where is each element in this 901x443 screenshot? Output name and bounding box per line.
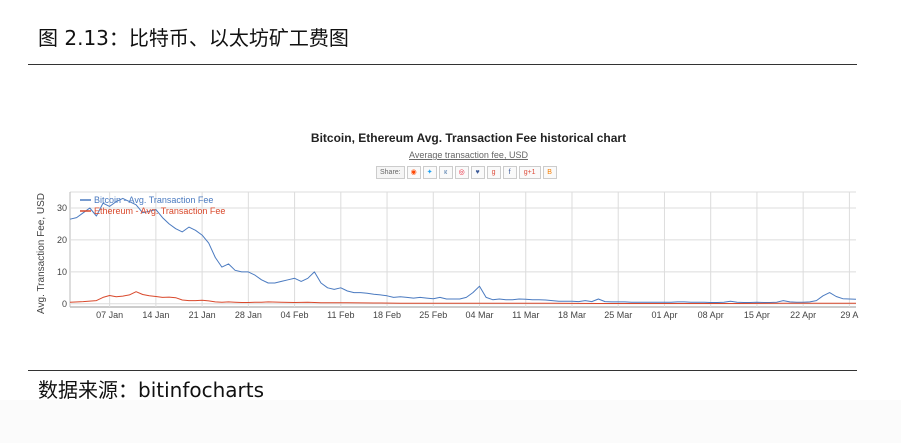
legend-label-bitcoin[interactable]: Bitcoin - Avg. Transaction Fee (94, 195, 213, 205)
x-tick-label: 07 Jan (96, 310, 123, 320)
weibo-icon[interactable]: ◎ (454, 166, 469, 179)
series-line-ethereum (69, 291, 856, 304)
x-tick-label: 21 Jan (189, 310, 216, 320)
source-rule (28, 370, 857, 371)
share-label: Share: (376, 166, 405, 179)
x-tick-label: 04 Feb (281, 310, 309, 320)
bottom-band (0, 400, 901, 443)
y-tick-label: 10 (57, 267, 67, 277)
legend-label-ethereum[interactable]: Ethereum - Avg. Transaction Fee (94, 206, 225, 216)
x-tick-label: 01 Apr (651, 310, 677, 320)
x-tick-label: 25 Feb (419, 310, 447, 320)
facebook-icon[interactable]: f (502, 166, 517, 179)
x-tick-label: 28 Jan (235, 310, 262, 320)
x-tick-label: 04 Mar (466, 310, 494, 320)
x-tick-label: 29 A (840, 310, 858, 320)
gplus-one-icon[interactable]: g+1 (518, 166, 541, 179)
x-tick-label: 15 Apr (744, 310, 770, 320)
y-tick-label: 30 (57, 203, 67, 213)
reddit-icon[interactable]: ◉ (406, 166, 421, 179)
chart-title: Bitcoin, Ethereum Avg. Transaction Fee h… (310, 131, 627, 145)
series-line-bitcoin (69, 197, 857, 303)
vk-icon[interactable]: к (438, 166, 453, 179)
x-tick-label: 18 Feb (373, 310, 401, 320)
like-icon[interactable]: ♥ (470, 166, 485, 179)
figure-title: 图 2.13：比特币、以太坊矿工费图 (38, 26, 349, 50)
x-tick-label: 14 Jan (142, 310, 169, 320)
source-note: 数据来源：bitinfocharts (38, 378, 265, 402)
x-tick-label: 11 Feb (327, 310, 354, 320)
x-tick-label: 11 Mar (512, 310, 539, 320)
x-tick-label: 08 Apr (698, 310, 724, 320)
share-bar: Share: ◉ ✦ к ◎ ♥ g f g+1 B (376, 166, 557, 179)
x-tick-label: 22 Apr (790, 310, 816, 320)
chart-subtitle: Average transaction fee, USD (409, 150, 528, 160)
blogger-icon[interactable]: B (542, 166, 557, 179)
y-tick-label: 20 (57, 235, 67, 245)
title-underline (28, 64, 857, 65)
googleplus-icon[interactable]: g (486, 166, 501, 179)
y-axis-label: Avg. Transaction Fee, USD (36, 193, 47, 314)
x-tick-label: 18 Mar (558, 310, 586, 320)
x-tick-label: 25 Mar (604, 310, 632, 320)
twitter-icon[interactable]: ✦ (422, 166, 437, 179)
y-tick-label: 0 (62, 299, 67, 309)
